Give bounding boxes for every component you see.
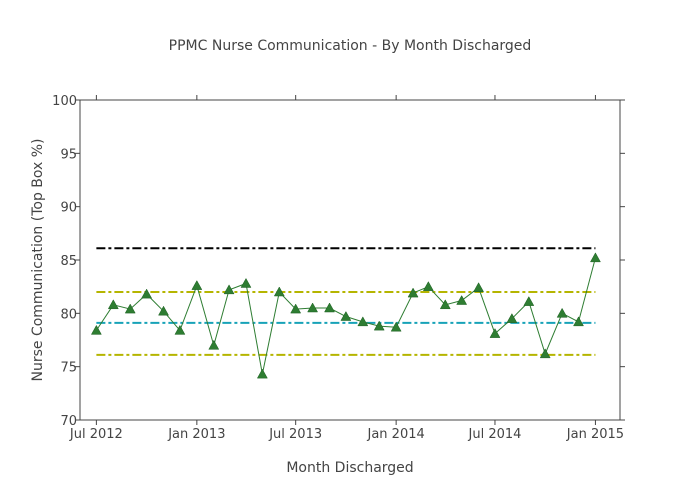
data-point[interactable] — [573, 316, 584, 327]
x-tick-label: Jan 2015 — [566, 427, 624, 442]
data-point[interactable] — [174, 324, 186, 335]
x-tick-label: Jan 2014 — [367, 427, 425, 442]
data-point[interactable] — [290, 303, 302, 314]
chart-title: PPMC Nurse Communication - By Month Disc… — [169, 38, 532, 54]
data-point[interactable] — [539, 348, 551, 359]
data-point[interactable] — [456, 295, 468, 305]
reference-lines — [96, 247, 596, 356]
x-tick-label: Jul 2014 — [468, 427, 522, 442]
data-point[interactable] — [307, 302, 319, 313]
data-point[interactable] — [158, 305, 169, 316]
data-point[interactable] — [590, 252, 601, 263]
y-axis-title: Nurse Communication (Top Box %) — [30, 138, 46, 381]
y-tick-label: 70 — [60, 414, 77, 429]
y-tick-label: 90 — [60, 201, 77, 216]
data-point[interactable] — [556, 307, 568, 318]
data-series — [90, 252, 601, 379]
data-point[interactable] — [340, 311, 352, 321]
x-tick-label: Jul 2012 — [69, 427, 123, 442]
x-tick-label: Jan 2013 — [167, 427, 225, 442]
x-axis-title: Month Discharged — [286, 460, 413, 476]
data-point[interactable] — [324, 302, 335, 313]
x-axis: Jul 2012 Jan 2013 Jul 2013 Jan 2014 Jul 2014… — [69, 95, 624, 442]
y-tick-label: 100 — [52, 94, 77, 109]
plot-frame — [79, 99, 621, 421]
data-point[interactable] — [506, 313, 518, 323]
y-axis: 70 75 80 85 90 95 100 — [52, 94, 625, 429]
data-point[interactable] — [523, 296, 535, 306]
y-tick-label: 75 — [60, 361, 77, 376]
data-point[interactable] — [390, 321, 402, 332]
data-point[interactable] — [191, 280, 203, 290]
data-point[interactable] — [439, 299, 451, 310]
data-point[interactable] — [90, 324, 102, 335]
data-point[interactable] — [422, 281, 434, 291]
data-point[interactable] — [124, 303, 136, 314]
data-point[interactable] — [357, 316, 369, 327]
data-point[interactable] — [240, 277, 252, 288]
data-point[interactable] — [208, 339, 220, 350]
y-tick-label: 95 — [60, 147, 77, 162]
data-point[interactable] — [107, 299, 119, 310]
y-tick-label: 80 — [60, 307, 77, 322]
x-tick-label: Jul 2013 — [268, 427, 322, 442]
data-point[interactable] — [141, 288, 153, 299]
data-point[interactable] — [473, 282, 485, 292]
data-point[interactable] — [373, 320, 385, 331]
data-point[interactable] — [256, 368, 268, 379]
data-point[interactable] — [273, 286, 285, 297]
plot-area — [79, 99, 621, 421]
y-tick-label: 85 — [60, 254, 77, 269]
data-point[interactable] — [489, 328, 501, 338]
data-point[interactable] — [407, 287, 419, 298]
data-point[interactable] — [223, 284, 235, 295]
